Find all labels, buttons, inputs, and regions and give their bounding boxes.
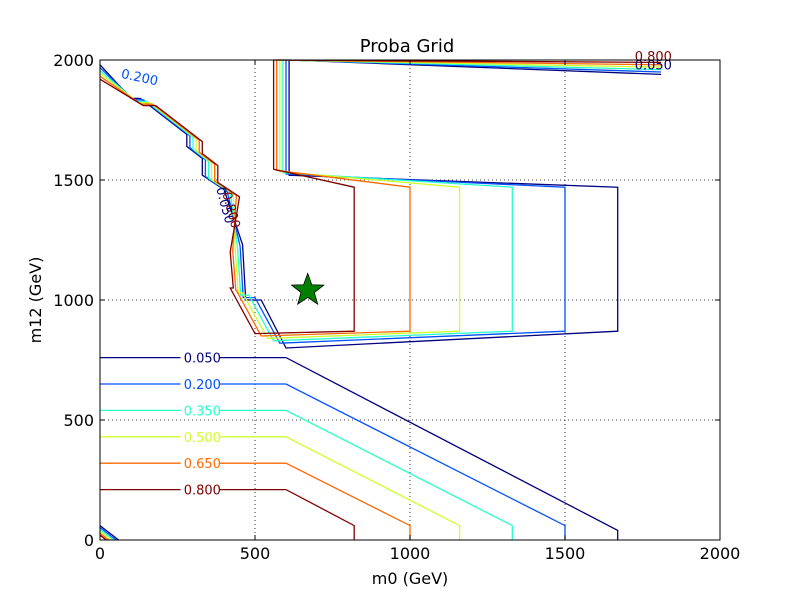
contour-label: 0.200 [120,67,160,89]
x-tick-label: 1500 [545,544,586,563]
contour-0.350-lower [219,409,513,540]
contour-0.800-upper [99,60,355,335]
contour-label: 0.200 [184,378,221,393]
contour-label: 0.800 [184,484,221,499]
contour-0.050-lower [219,356,619,540]
contour-label: 0.800 [635,50,672,65]
contour-0.800-corner [99,534,107,541]
contour-0.800-lower [219,488,355,540]
contour-label: 0.050 [184,352,221,367]
contour-0.650-corner [99,532,110,541]
contour-label: 0.500 [184,431,221,446]
y-tick-label: 2000 [53,51,94,70]
contour-0.200-lower [219,383,566,540]
y-tick-label: 1000 [53,291,94,310]
contour-0.200-corner [99,526,117,541]
contour-0.200-upper [99,60,566,344]
contour-0.500-lower [219,436,461,540]
x-tick-label: 2000 [700,544,741,563]
contour-label: 0.650 [184,457,221,472]
contour-lines [99,59,662,541]
contour-0.500-upper [99,60,461,340]
contour-0.050-corner [99,525,119,541]
contour-0.650-lower [219,462,411,540]
x-tick-label: 500 [240,544,271,563]
x-axis-label: m0 (GeV) [372,569,449,588]
contour-0.050-upper [99,60,619,349]
contour-label: 0.350 [184,404,221,419]
y-tick-label: 0 [84,531,94,550]
contour-0.500-corner [99,530,112,541]
y-tick-label: 1500 [53,171,94,190]
x-tick-label: 0 [95,544,105,563]
x-axis-ticks: 0 500 1000 1500 2000 [95,60,740,563]
contour-label: 0.050 [635,59,672,74]
y-tick-label: 500 [63,411,94,430]
y-axis-ticks: 0 500 1000 1500 2000 [53,51,720,550]
y-axis-label: m12 (GeV) [26,257,45,344]
x-tick-label: 1000 [390,544,431,563]
chart-title: Proba Grid [360,36,455,57]
best-fit-star [290,272,325,306]
contour-0.350-corner [99,528,114,541]
contour-labels: 0.050 0.200 0.350 0.500 0.650 0.800 0.200 0.800… [120,50,672,498]
star-marker [290,272,325,306]
